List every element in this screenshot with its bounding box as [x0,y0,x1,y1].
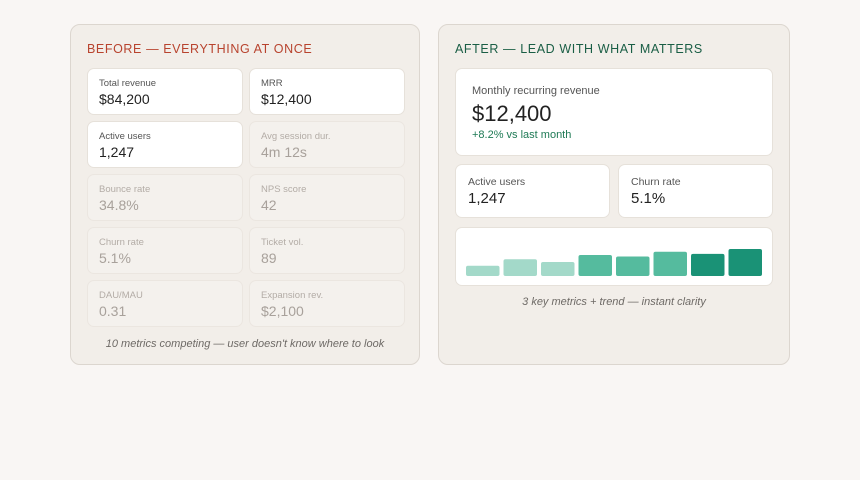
metric-value: 42 [261,197,277,213]
metric-value: 1,247 [468,190,506,207]
hero-value: $12,400 [472,101,552,126]
metric-value: $84,200 [99,91,150,107]
metric-label: Total revenue [99,78,157,89]
metric-value: $12,400 [261,91,312,107]
metric-value: $2,100 [261,303,304,319]
before-title: BEFORE — EVERYTHING AT ONCE [87,42,313,56]
metric-card-mrr: MRR $12,400 [249,68,405,115]
trend-bar [728,249,762,276]
trend-chart [466,249,762,276]
metric-label: Active users [468,176,526,188]
metric-label: Ticket vol. [261,237,304,248]
metric-label: DAU/MAU [99,290,143,301]
metric-value: 5.1% [631,190,666,207]
metric-card-dau-mau: DAU/MAU 0.31 [87,280,243,327]
hero-label: Monthly recurring revenue [472,85,600,97]
metric-label: Expansion rev. [261,290,324,301]
before-panel: BEFORE — EVERYTHING AT ONCE Total revenu… [70,24,420,365]
metric-card-churn-rate: Churn rate 5.1% [87,227,243,274]
metric-label: NPS score [261,184,307,195]
trend-bar [466,265,500,276]
metric-label: Avg session dur. [261,131,331,142]
trend-bar [578,254,612,276]
metric-card-avg-session: Avg session dur. 4m 12s [249,121,405,168]
metric-value: 34.8% [99,197,139,213]
hero-delta: +8.2% vs last month [472,129,572,141]
metric-value: 0.31 [99,303,127,319]
after-panel: AFTER — LEAD WITH WHAT MATTERS Monthly r… [438,24,790,365]
metric-label: Churn rate [631,176,681,188]
metric-label: Bounce rate [99,184,151,195]
metric-value: 5.1% [99,250,131,266]
trend-bar [503,259,537,276]
metric-card-active-users: Active users 1,247 [87,121,243,168]
metric-label: Active users [99,131,151,142]
metric-value: 1,247 [99,144,135,160]
hero-metric-card: Monthly recurring revenue $12,400 +8.2% … [455,68,773,156]
metric-card-active-users: Active users 1,247 [455,164,610,218]
trend-bar [653,251,687,276]
after-title: AFTER — LEAD WITH WHAT MATTERS [455,42,703,56]
metric-value: 89 [261,250,277,266]
metric-card-churn-rate: Churn rate 5.1% [618,164,773,218]
metric-card-nps-score: NPS score 42 [249,174,405,221]
metric-card-expansion-rev: Expansion rev. $2,100 [249,280,405,327]
metric-card-total-revenue: Total revenue $84,200 [87,68,243,115]
after-caption: 3 key metrics + trend — instant clarity [522,296,706,308]
metric-card-ticket-vol: Ticket vol. 89 [249,227,405,274]
trend-chart-card [455,227,773,286]
metric-label: Churn rate [99,237,144,248]
metric-card-bounce-rate: Bounce rate 34.8% [87,174,243,221]
metric-value: 4m 12s [261,144,307,160]
trend-bar [691,253,725,276]
trend-bar [616,256,650,276]
metric-label: MRR [261,78,283,89]
before-caption: 10 metrics competing — user doesn't know… [105,338,385,350]
trend-bar [541,261,575,276]
